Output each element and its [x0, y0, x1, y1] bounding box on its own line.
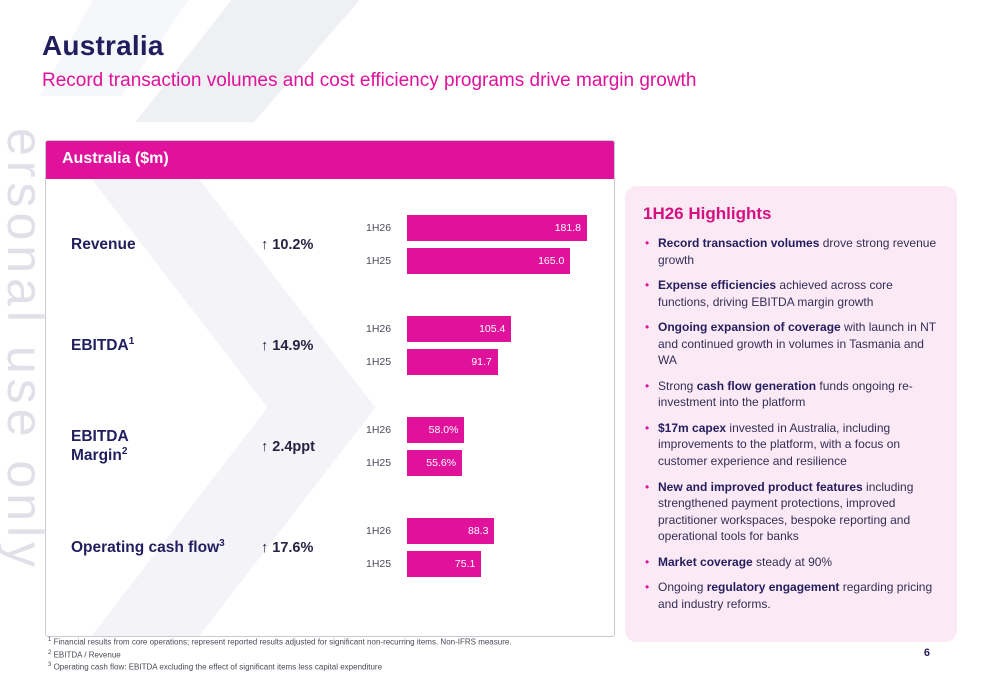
period-label: 1H26	[366, 222, 392, 234]
bar-row: 1H25 91.7	[366, 349, 587, 375]
highlights-list: Record transaction volumes drove strong …	[643, 235, 939, 612]
metric-label-text: Revenue	[71, 235, 136, 253]
bar-1h26: 58.0%	[407, 417, 465, 443]
period-label: 1H26	[366, 525, 392, 537]
bar-row: 1H26 181.8	[366, 215, 587, 241]
footnote: 1 Financial results from core operations…	[48, 637, 512, 647]
chart-panel: Australia ($m) Revenue ↑ 10.2% 1H26 181.…	[45, 140, 615, 637]
metric-row-ebitda-margin: EBITDA Margin2 ↑ 2.4ppt 1H26 58.0% 1H25 …	[71, 417, 599, 476]
highlights-title: 1H26 Highlights	[643, 204, 772, 223]
bar-group: 1H26 105.4 1H25 91.7	[366, 316, 587, 375]
bar-track: 55.6%	[407, 450, 587, 476]
metric-footnote-ref: 2	[121, 446, 128, 458]
metric-row-operating-cash-flow: Operating cash flow3 ↑ 17.6% 1H26 88.3 1…	[71, 518, 599, 577]
metrics: Revenue ↑ 10.2% 1H26 181.8 1H25 165.0	[71, 215, 599, 577]
metric-change: ↑ 17.6%	[261, 539, 314, 556]
bar-value: 58.0%	[428, 424, 459, 436]
bar-1h26: 105.4	[407, 316, 512, 342]
bar-value: 75.1	[454, 558, 476, 570]
bar-1h26: 88.3	[407, 518, 495, 544]
bar-group: 1H26 181.8 1H25 165.0	[366, 215, 587, 274]
bar-1h25: 55.6%	[407, 450, 463, 476]
footnotes: 1 Financial results from core operations…	[48, 636, 512, 673]
highlights-panel: 1H26 Highlights Record transaction volum…	[625, 186, 957, 642]
highlight-item: Ongoing expansion of coverage with launc…	[643, 319, 939, 369]
footnote: 2 EBITDA / Revenue	[48, 649, 121, 660]
bar-track: 165.0	[407, 248, 587, 274]
metric-label: Revenue	[71, 235, 261, 255]
metric-footnote-ref: 1	[128, 335, 135, 347]
bar-value: 165.0	[538, 255, 565, 267]
bar-track: 88.3	[407, 518, 587, 544]
bar-row: 1H26 88.3	[366, 518, 587, 544]
bar-track: 181.8	[407, 215, 587, 241]
period-label: 1H26	[366, 424, 392, 436]
period-label: 1H26	[366, 323, 392, 335]
bar-1h25: 91.7	[407, 349, 498, 375]
page-subtitle: Record transaction volumes and cost effi…	[42, 70, 697, 91]
period-label: 1H25	[366, 255, 392, 267]
metric-label-text: EBITDA Margin	[71, 428, 129, 465]
header: Australia Record transaction volumes and…	[42, 30, 696, 92]
bar-value: 88.3	[467, 525, 489, 537]
highlight-item: Ongoing regulatory engagement regarding …	[643, 579, 939, 612]
bar-value: 55.6%	[426, 457, 457, 469]
bar-1h25: 75.1	[407, 551, 482, 577]
page-number: 6	[923, 647, 930, 659]
bar-value: 181.8	[554, 222, 581, 234]
highlight-item: Expense efficiencies achieved across cor…	[643, 277, 939, 310]
bar-value: 91.7	[471, 356, 492, 368]
period-label: 1H25	[366, 457, 392, 469]
bar-row: 1H25 75.1	[366, 551, 587, 577]
metric-label: Operating cash flow3	[71, 538, 261, 558]
bar-row: 1H25 55.6%	[366, 450, 587, 476]
metric-footnote-ref: 3	[219, 537, 225, 549]
metric-change: ↑ 14.9%	[261, 337, 314, 354]
highlight-item: Record transaction volumes drove strong …	[643, 235, 939, 268]
bar-track: 75.1	[407, 551, 587, 577]
bar-row: 1H26 105.4	[366, 316, 587, 342]
bar-row: 1H25 165.0	[366, 248, 587, 274]
page-title: Australia	[42, 30, 164, 61]
metric-label-text: Operating cash flow	[71, 538, 220, 556]
metric-change: ↑ 2.4ppt	[261, 438, 315, 455]
bar-track: 105.4	[407, 316, 587, 342]
metric-row-ebitda: EBITDA1 ↑ 14.9% 1H26 105.4 1H25 91.7	[71, 316, 599, 375]
bar-value: 105.4	[479, 323, 506, 335]
bar-track: 91.7	[407, 349, 587, 375]
metric-change: ↑ 10.2%	[261, 236, 314, 253]
bar-1h26: 181.8	[407, 215, 587, 241]
chart-panel-title: Australia ($m)	[46, 141, 614, 179]
highlight-item: New and improved product features includ…	[643, 479, 939, 545]
highlight-item: Strong cash flow generation funds ongoin…	[643, 378, 939, 411]
bar-group: 1H26 88.3 1H25 75.1	[366, 518, 587, 577]
highlight-item: $17m capex invested in Australia, includ…	[643, 420, 939, 470]
highlight-item: Market coverage steady at 90%	[643, 554, 939, 571]
metric-label: EBITDA Margin2	[71, 427, 261, 466]
bar-1h25: 165.0	[407, 248, 571, 274]
metric-label-text: EBITDA	[71, 336, 129, 354]
bar-track: 58.0%	[407, 417, 587, 443]
period-label: 1H25	[366, 356, 392, 368]
period-label: 1H25	[366, 558, 392, 570]
bar-row: 1H26 58.0%	[366, 417, 587, 443]
metric-row-revenue: Revenue ↑ 10.2% 1H26 181.8 1H25 165.0	[71, 215, 599, 274]
footnote: 3 Operating cash flow: EBITDA excluding …	[48, 661, 383, 672]
chart-panel-body: Revenue ↑ 10.2% 1H26 181.8 1H25 165.0	[46, 179, 614, 636]
bar-group: 1H26 58.0% 1H25 55.6%	[366, 417, 587, 476]
metric-label: EBITDA1	[71, 336, 261, 356]
